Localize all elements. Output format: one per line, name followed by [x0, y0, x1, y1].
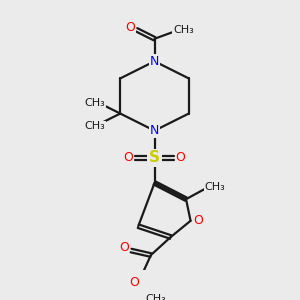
Text: S: S	[149, 150, 160, 165]
Text: CH₃: CH₃	[85, 121, 105, 131]
Text: O: O	[176, 151, 186, 164]
Text: CH₃: CH₃	[205, 182, 225, 191]
Text: O: O	[125, 21, 135, 34]
Text: O: O	[193, 214, 203, 227]
Text: CH₃: CH₃	[145, 294, 166, 300]
Text: CH₃: CH₃	[85, 98, 105, 108]
Text: O: O	[123, 151, 133, 164]
Text: O: O	[119, 241, 129, 254]
Text: N: N	[150, 124, 159, 137]
Text: O: O	[130, 276, 140, 289]
Text: N: N	[150, 55, 159, 68]
Text: CH₃: CH₃	[173, 25, 194, 35]
